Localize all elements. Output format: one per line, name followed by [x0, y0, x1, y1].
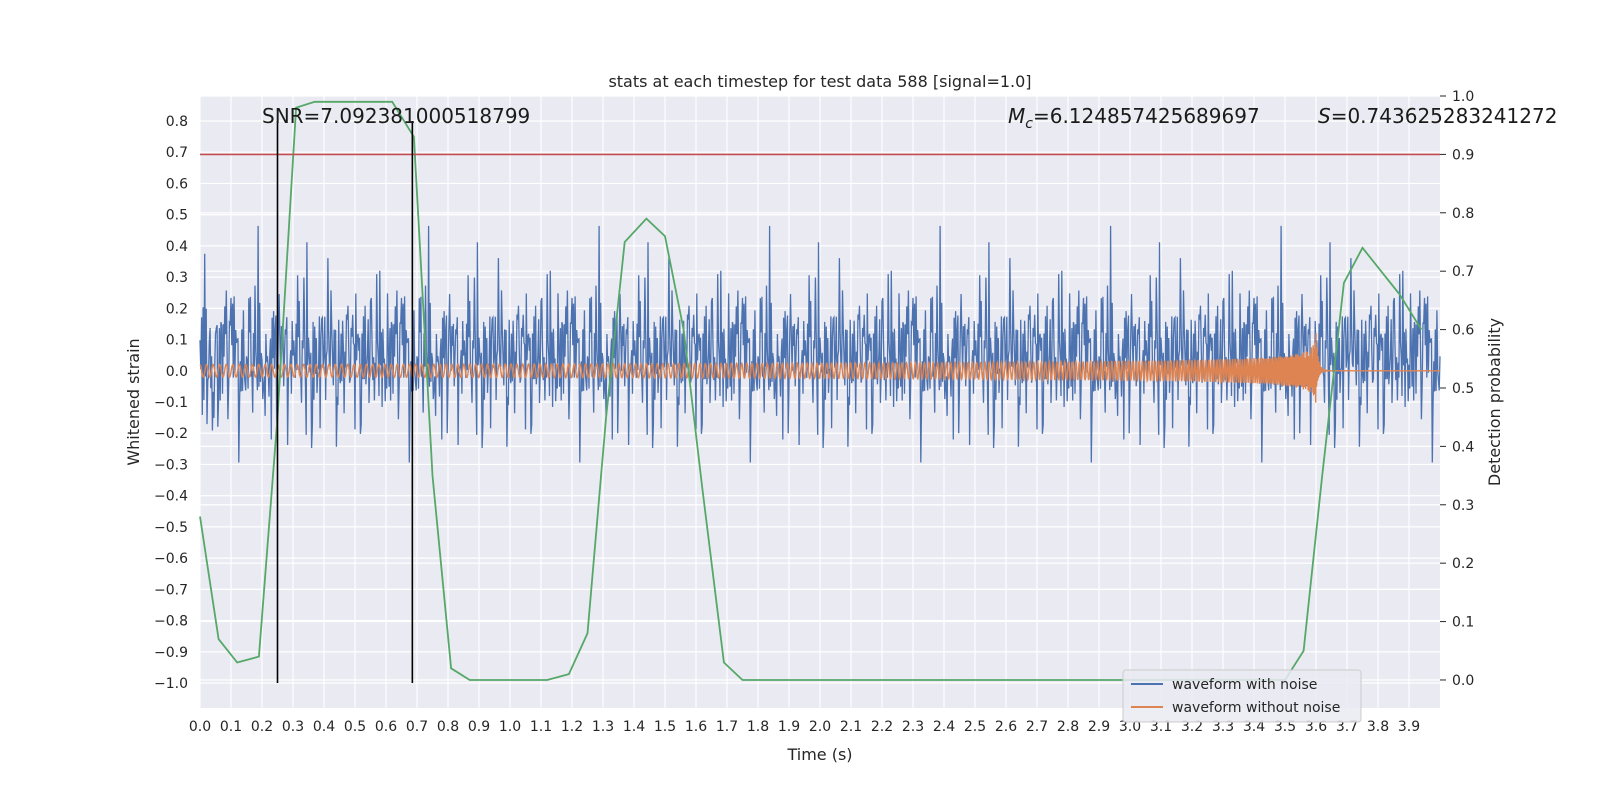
- x-tick-label: 1.5: [654, 719, 676, 735]
- y-right-tick-label: 0.7: [1452, 264, 1474, 280]
- x-tick-label: 2.1: [840, 719, 862, 735]
- chart-title: stats at each timestep for test data 588…: [608, 72, 1031, 91]
- x-tick-label: 0.7: [406, 719, 428, 735]
- mc-subscript: c: [1025, 116, 1033, 132]
- x-tick-label: 1.3: [592, 719, 614, 735]
- s-annotation: S=0.743625283241272: [1318, 104, 1557, 128]
- grid: [199, 95, 1440, 708]
- y-right-tick-label: 0.4: [1452, 439, 1474, 455]
- x-tick-label: 2.0: [809, 719, 831, 735]
- legend: waveform with noise waveform without noi…: [1122, 669, 1362, 723]
- y-left-tick-label: 0.5: [166, 208, 188, 224]
- y-axis-right-label: Detection probability: [1485, 318, 1504, 486]
- x-tick-label: 0.5: [344, 719, 366, 735]
- x-tick-label: 0.4: [313, 719, 335, 735]
- x-tick-label: 1.1: [530, 719, 552, 735]
- x-tick-label: 1.6: [685, 719, 707, 735]
- x-tick-label: 0.1: [220, 719, 242, 735]
- y-axis-right-ticks: 1.0 0.9 0.8 0.7 0.6 0.5 0.4 0.3 0.2 0.1 0.0: [1440, 89, 1474, 689]
- x-tick-label: 1.7: [716, 719, 738, 735]
- x-tick-label: 2.2: [871, 719, 893, 735]
- y-left-tick-label: 0.1: [166, 333, 188, 349]
- snr-annotation: SNR=7.092381000518799: [262, 104, 530, 128]
- legend-label-clean: waveform without noise: [1172, 700, 1340, 716]
- x-tick-label: 2.7: [1026, 719, 1048, 735]
- x-tick-label: 1.8: [747, 719, 769, 735]
- y-left-tick-label: 0.4: [166, 239, 188, 255]
- y-left-tick-label: −0.5: [154, 520, 188, 536]
- y-right-tick-label: 0.8: [1452, 206, 1474, 222]
- x-tick-label: 0.2: [251, 719, 273, 735]
- y-right-tick-label: 0.2: [1452, 556, 1474, 572]
- x-tick-label: 0.9: [468, 719, 490, 735]
- y-right-tick-label: 0.5: [1452, 381, 1474, 397]
- x-axis-ticks: 0.0 0.1 0.2 0.3 0.4 0.5 0.6 0.7 0.8 0.9 1.0 1.1 1.2 1…: [189, 719, 1420, 735]
- s-symbol: S: [1318, 104, 1331, 128]
- x-tick-label: 0.6: [375, 719, 397, 735]
- series-layer: [199, 100, 1441, 684]
- x-tick-label: 3.9: [1398, 719, 1420, 735]
- y-left-tick-label: −0.9: [154, 645, 188, 661]
- y-axis-left-label: Whitened strain: [124, 338, 143, 465]
- mc-symbol: M: [1008, 104, 1025, 128]
- x-tick-label: 0.8: [437, 719, 459, 735]
- y-left-tick-label: −0.4: [154, 489, 188, 505]
- y-left-tick-label: 0.8: [166, 114, 188, 130]
- x-tick-label: 1.4: [623, 719, 645, 735]
- x-tick-label: 0.3: [282, 719, 304, 735]
- x-tick-label: 1.9: [778, 719, 800, 735]
- x-tick-label: 3.1: [1150, 719, 1172, 735]
- y-left-tick-label: 0.3: [166, 270, 188, 286]
- x-tick-label: 3.5: [1274, 719, 1296, 735]
- x-tick-label: 2.4: [933, 719, 955, 735]
- y-axis-left-ticks: 0.8 0.7 0.6 0.5 0.4 0.3 0.2 0.1 0.0 −0.1 −0.2 −0.3 −…: [154, 114, 188, 692]
- chirp-mass-annotation: Mc=6.124857425689697: [1008, 104, 1260, 132]
- y-left-tick-label: 0.2: [166, 301, 188, 317]
- series-waveform-with-noise: [199, 225, 1441, 463]
- y-left-tick-label: −1.0: [154, 676, 188, 692]
- y-left-tick-label: −0.3: [154, 457, 188, 473]
- y-left-tick-label: −0.8: [154, 614, 188, 630]
- y-left-tick-label: −0.6: [154, 551, 188, 567]
- y-left-tick-label: 0.6: [166, 176, 188, 192]
- x-tick-label: 1.2: [561, 719, 583, 735]
- y-right-tick-label: 0.9: [1452, 147, 1474, 163]
- x-tick-label: 3.6: [1305, 719, 1327, 735]
- x-axis-label: Time (s): [786, 745, 852, 764]
- x-tick-label: 3.2: [1181, 719, 1203, 735]
- series-waveform-without-noise: [199, 333, 1440, 403]
- mc-value: =6.124857425689697: [1033, 104, 1260, 128]
- x-tick-label: 2.3: [902, 719, 924, 735]
- x-tick-label: 3.4: [1243, 719, 1265, 735]
- x-tick-label: 3.3: [1212, 719, 1234, 735]
- x-tick-label: 2.9: [1088, 719, 1110, 735]
- x-tick-label: 2.5: [964, 719, 986, 735]
- y-right-tick-label: 0.6: [1452, 323, 1474, 339]
- legend-label-noise: waveform with noise: [1172, 677, 1317, 693]
- y-right-tick-label: 1.0: [1452, 89, 1474, 105]
- y-right-tick-label: 0.3: [1452, 498, 1474, 514]
- y-left-tick-label: −0.7: [154, 582, 188, 598]
- x-tick-label: 0.0: [189, 719, 211, 735]
- legend-box: [1122, 669, 1362, 723]
- x-tick-label: 3.0: [1119, 719, 1141, 735]
- y-left-tick-label: 0.7: [166, 145, 188, 161]
- y-left-tick-label: −0.1: [154, 395, 188, 411]
- y-left-tick-label: −0.2: [154, 426, 188, 442]
- x-tick-label: 2.8: [1057, 719, 1079, 735]
- s-value: =0.743625283241272: [1331, 104, 1558, 128]
- x-tick-label: 3.8: [1367, 719, 1389, 735]
- x-tick-label: 3.7: [1336, 719, 1358, 735]
- y-right-tick-label: 0.1: [1452, 615, 1474, 631]
- y-right-tick-label: 0.0: [1452, 673, 1474, 689]
- x-tick-label: 2.6: [995, 719, 1017, 735]
- y-left-tick-label: 0.0: [166, 364, 188, 380]
- x-tick-label: 1.0: [499, 719, 521, 735]
